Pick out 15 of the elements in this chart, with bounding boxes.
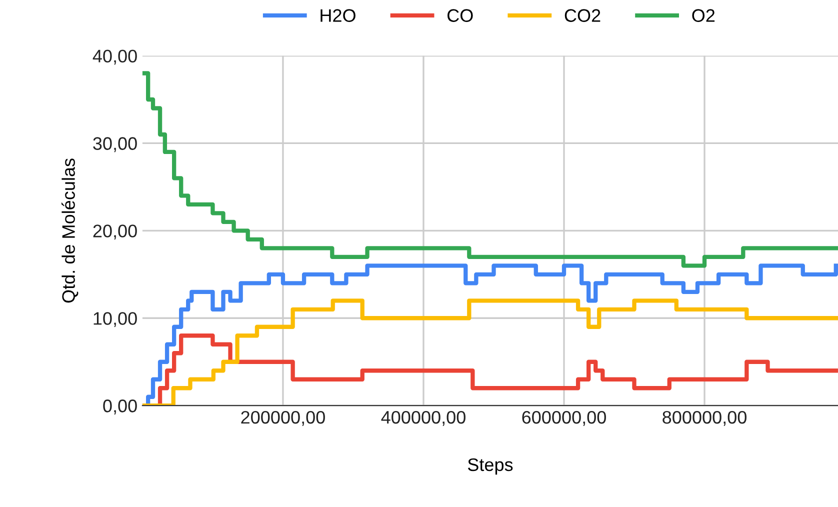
y-axis-title: Qtd. de Moléculas: [61, 158, 78, 303]
legend-label: H2O: [320, 9, 356, 22]
x-axis-title: Steps: [468, 458, 513, 475]
x-tick-label: 600000,00: [522, 410, 606, 426]
legend-label: CO: [448, 9, 473, 22]
x-tick-label: 800000,00: [662, 410, 746, 426]
y-tick-label: 20,00: [93, 224, 137, 240]
y-tick-label: 0,00: [103, 400, 137, 414]
legend-label: O2: [692, 9, 715, 22]
x-tick-label: 200000,00: [241, 410, 325, 426]
x-tick-label: 400000,00: [381, 410, 466, 426]
legend-label: CO2: [564, 9, 600, 22]
y-tick-label: 40,00: [92, 50, 137, 65]
y-tick-label: 30,00: [93, 137, 137, 152]
y-tick-label: 10,00: [94, 312, 137, 327]
